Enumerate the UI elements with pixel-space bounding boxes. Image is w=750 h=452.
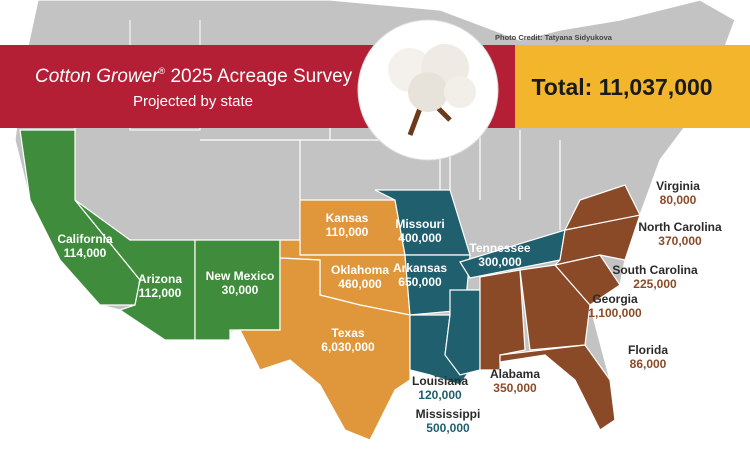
state-name: Florida	[628, 343, 668, 357]
state-name: California	[57, 232, 113, 246]
state-value: 120,000	[418, 388, 462, 402]
state-value: 1,100,000	[588, 306, 642, 320]
state-name: Kansas	[326, 211, 369, 225]
cotton-photo	[357, 19, 499, 161]
state-value: 370,000	[658, 234, 702, 248]
state-name: New Mexico	[206, 269, 275, 283]
state-value: 460,000	[338, 277, 382, 291]
state-name: Louisiana	[412, 374, 468, 388]
title: Cotton Grower® 2025 Acreage Survey	[35, 66, 353, 87]
state-value: 80,000	[660, 193, 697, 207]
state-name: Oklahoma	[331, 263, 389, 277]
state-name: Mississippi	[416, 407, 481, 421]
state-value: 400,000	[398, 231, 442, 245]
state-name: Tennessee	[469, 241, 530, 255]
state-value: 112,000	[139, 286, 182, 300]
title-text: 2025 Acreage Survey	[165, 66, 352, 87]
state-name: Missouri	[395, 217, 444, 231]
state-name: Arkansas	[393, 261, 447, 275]
state-value: 650,000	[398, 275, 442, 289]
state-value: 86,000	[630, 357, 667, 371]
brand: Cotton Grower	[35, 66, 159, 87]
subtitle: Projected by state	[133, 93, 253, 110]
total-band	[515, 45, 750, 128]
state-value: 500,000	[426, 421, 470, 435]
state-name: South Carolina	[612, 263, 698, 277]
state-value: 300,000	[478, 255, 522, 269]
state-value: 225,000	[633, 277, 677, 291]
state-name: Alabama	[490, 367, 540, 381]
state-value: 110,000	[326, 225, 369, 239]
state-value: 30,000	[222, 283, 259, 297]
state-value: 114,000	[64, 246, 107, 260]
state-value: 350,000	[493, 381, 537, 395]
state-name: Georgia	[592, 292, 638, 306]
state-name: Virginia	[656, 179, 700, 193]
total: Total: 11,037,000	[531, 74, 712, 100]
credit: Photo Credit: Tatyana Sidyukova	[495, 33, 613, 42]
mark: ®	[159, 66, 166, 76]
state-value: 6,030,000	[321, 340, 375, 354]
state-name: Arizona	[138, 272, 182, 286]
state-name: Texas	[331, 326, 364, 340]
state-name: North Carolina	[638, 220, 722, 234]
